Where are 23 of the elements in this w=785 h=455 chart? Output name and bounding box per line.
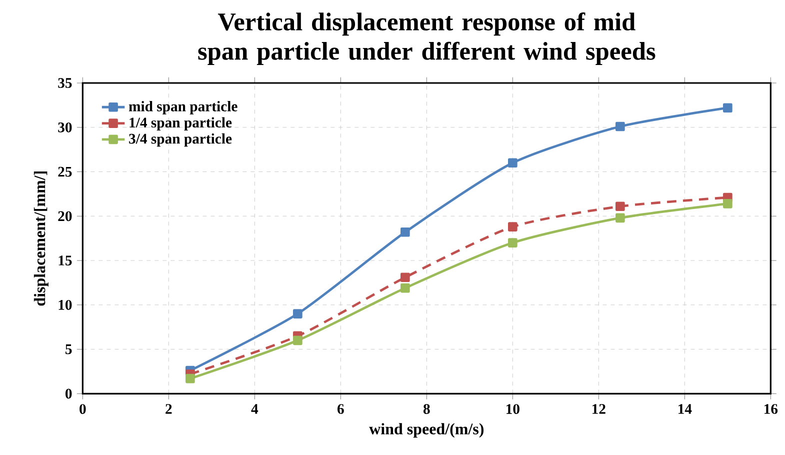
y-axis-title: displacement/[mm/] [34,172,48,306]
y-tick-label: 20 [58,211,72,222]
x-tick-label: 10 [506,404,520,414]
x-tick-label: 14 [678,404,692,414]
x-tick-label: 2 [166,404,172,414]
chart-title: Vertical displacement response of mid span particle under different wind speeds [198,12,656,65]
x-tick-label: 12 [592,404,606,414]
x-tick-label: 8 [423,404,430,414]
legend-label: 1/4 span particle [130,117,232,130]
y-tick-label: 15 [58,256,72,266]
y-tick-label: 5 [66,344,72,354]
y-tick-label: 0 [66,388,72,399]
x-tick-label: 4 [251,404,258,414]
legend-label: mid span particle [128,101,238,114]
x-tick-label: 6 [338,404,344,414]
x-tick-label: 16 [764,404,778,414]
y-tick-label: 35 [58,78,72,88]
y-tick-label: 10 [58,300,72,310]
y-tick-label: 30 [58,122,72,132]
x-axis-title: wind speed/(m/s) [369,423,484,438]
legend-label: 3/4 span particle [129,133,232,147]
y-tick-label: 25 [58,166,72,177]
x-tick-label: 0 [80,404,86,414]
